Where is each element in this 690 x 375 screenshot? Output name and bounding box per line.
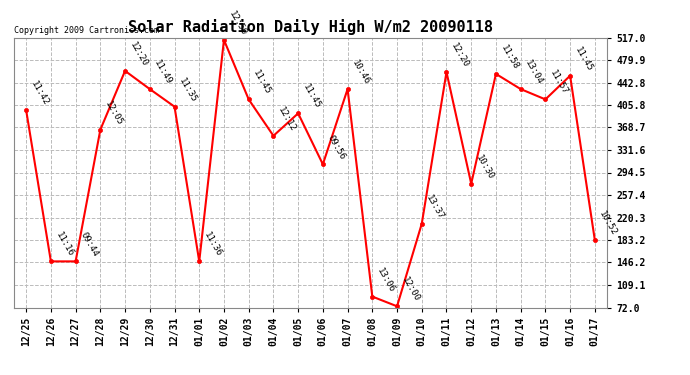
- Text: 12:05: 12:05: [103, 99, 124, 127]
- Text: 11:42: 11:42: [29, 80, 50, 108]
- Text: 11:45: 11:45: [301, 83, 322, 111]
- Text: 12:20: 12:20: [449, 42, 471, 69]
- Text: 13:37: 13:37: [424, 193, 446, 221]
- Text: 10:30: 10:30: [474, 153, 495, 181]
- Text: 10:52: 10:52: [598, 210, 619, 237]
- Text: 11:45: 11:45: [573, 45, 594, 73]
- Text: 12:00: 12:00: [400, 276, 421, 303]
- Title: Solar Radiation Daily High W/m2 20090118: Solar Radiation Daily High W/m2 20090118: [128, 19, 493, 35]
- Text: Copyright 2009 Cartronics.com: Copyright 2009 Cartronics.com: [14, 26, 159, 35]
- Text: 11:36: 11:36: [202, 231, 224, 259]
- Text: 12:20: 12:20: [128, 40, 149, 68]
- Text: 11:57: 11:57: [548, 69, 569, 97]
- Text: 11:49: 11:49: [152, 58, 174, 86]
- Text: 11:45: 11:45: [251, 69, 273, 97]
- Text: 13:04: 13:04: [524, 58, 544, 86]
- Text: 13:06: 13:06: [375, 266, 396, 294]
- Text: 11:16: 11:16: [54, 231, 75, 259]
- Text: 12:50: 12:50: [227, 9, 248, 37]
- Text: 10:46: 10:46: [351, 58, 372, 86]
- Text: 11:35: 11:35: [177, 76, 199, 104]
- Text: 11:58: 11:58: [499, 44, 520, 71]
- Text: 12:12: 12:12: [276, 105, 297, 133]
- Text: 09:44: 09:44: [79, 231, 99, 259]
- Text: 09:56: 09:56: [326, 134, 347, 162]
